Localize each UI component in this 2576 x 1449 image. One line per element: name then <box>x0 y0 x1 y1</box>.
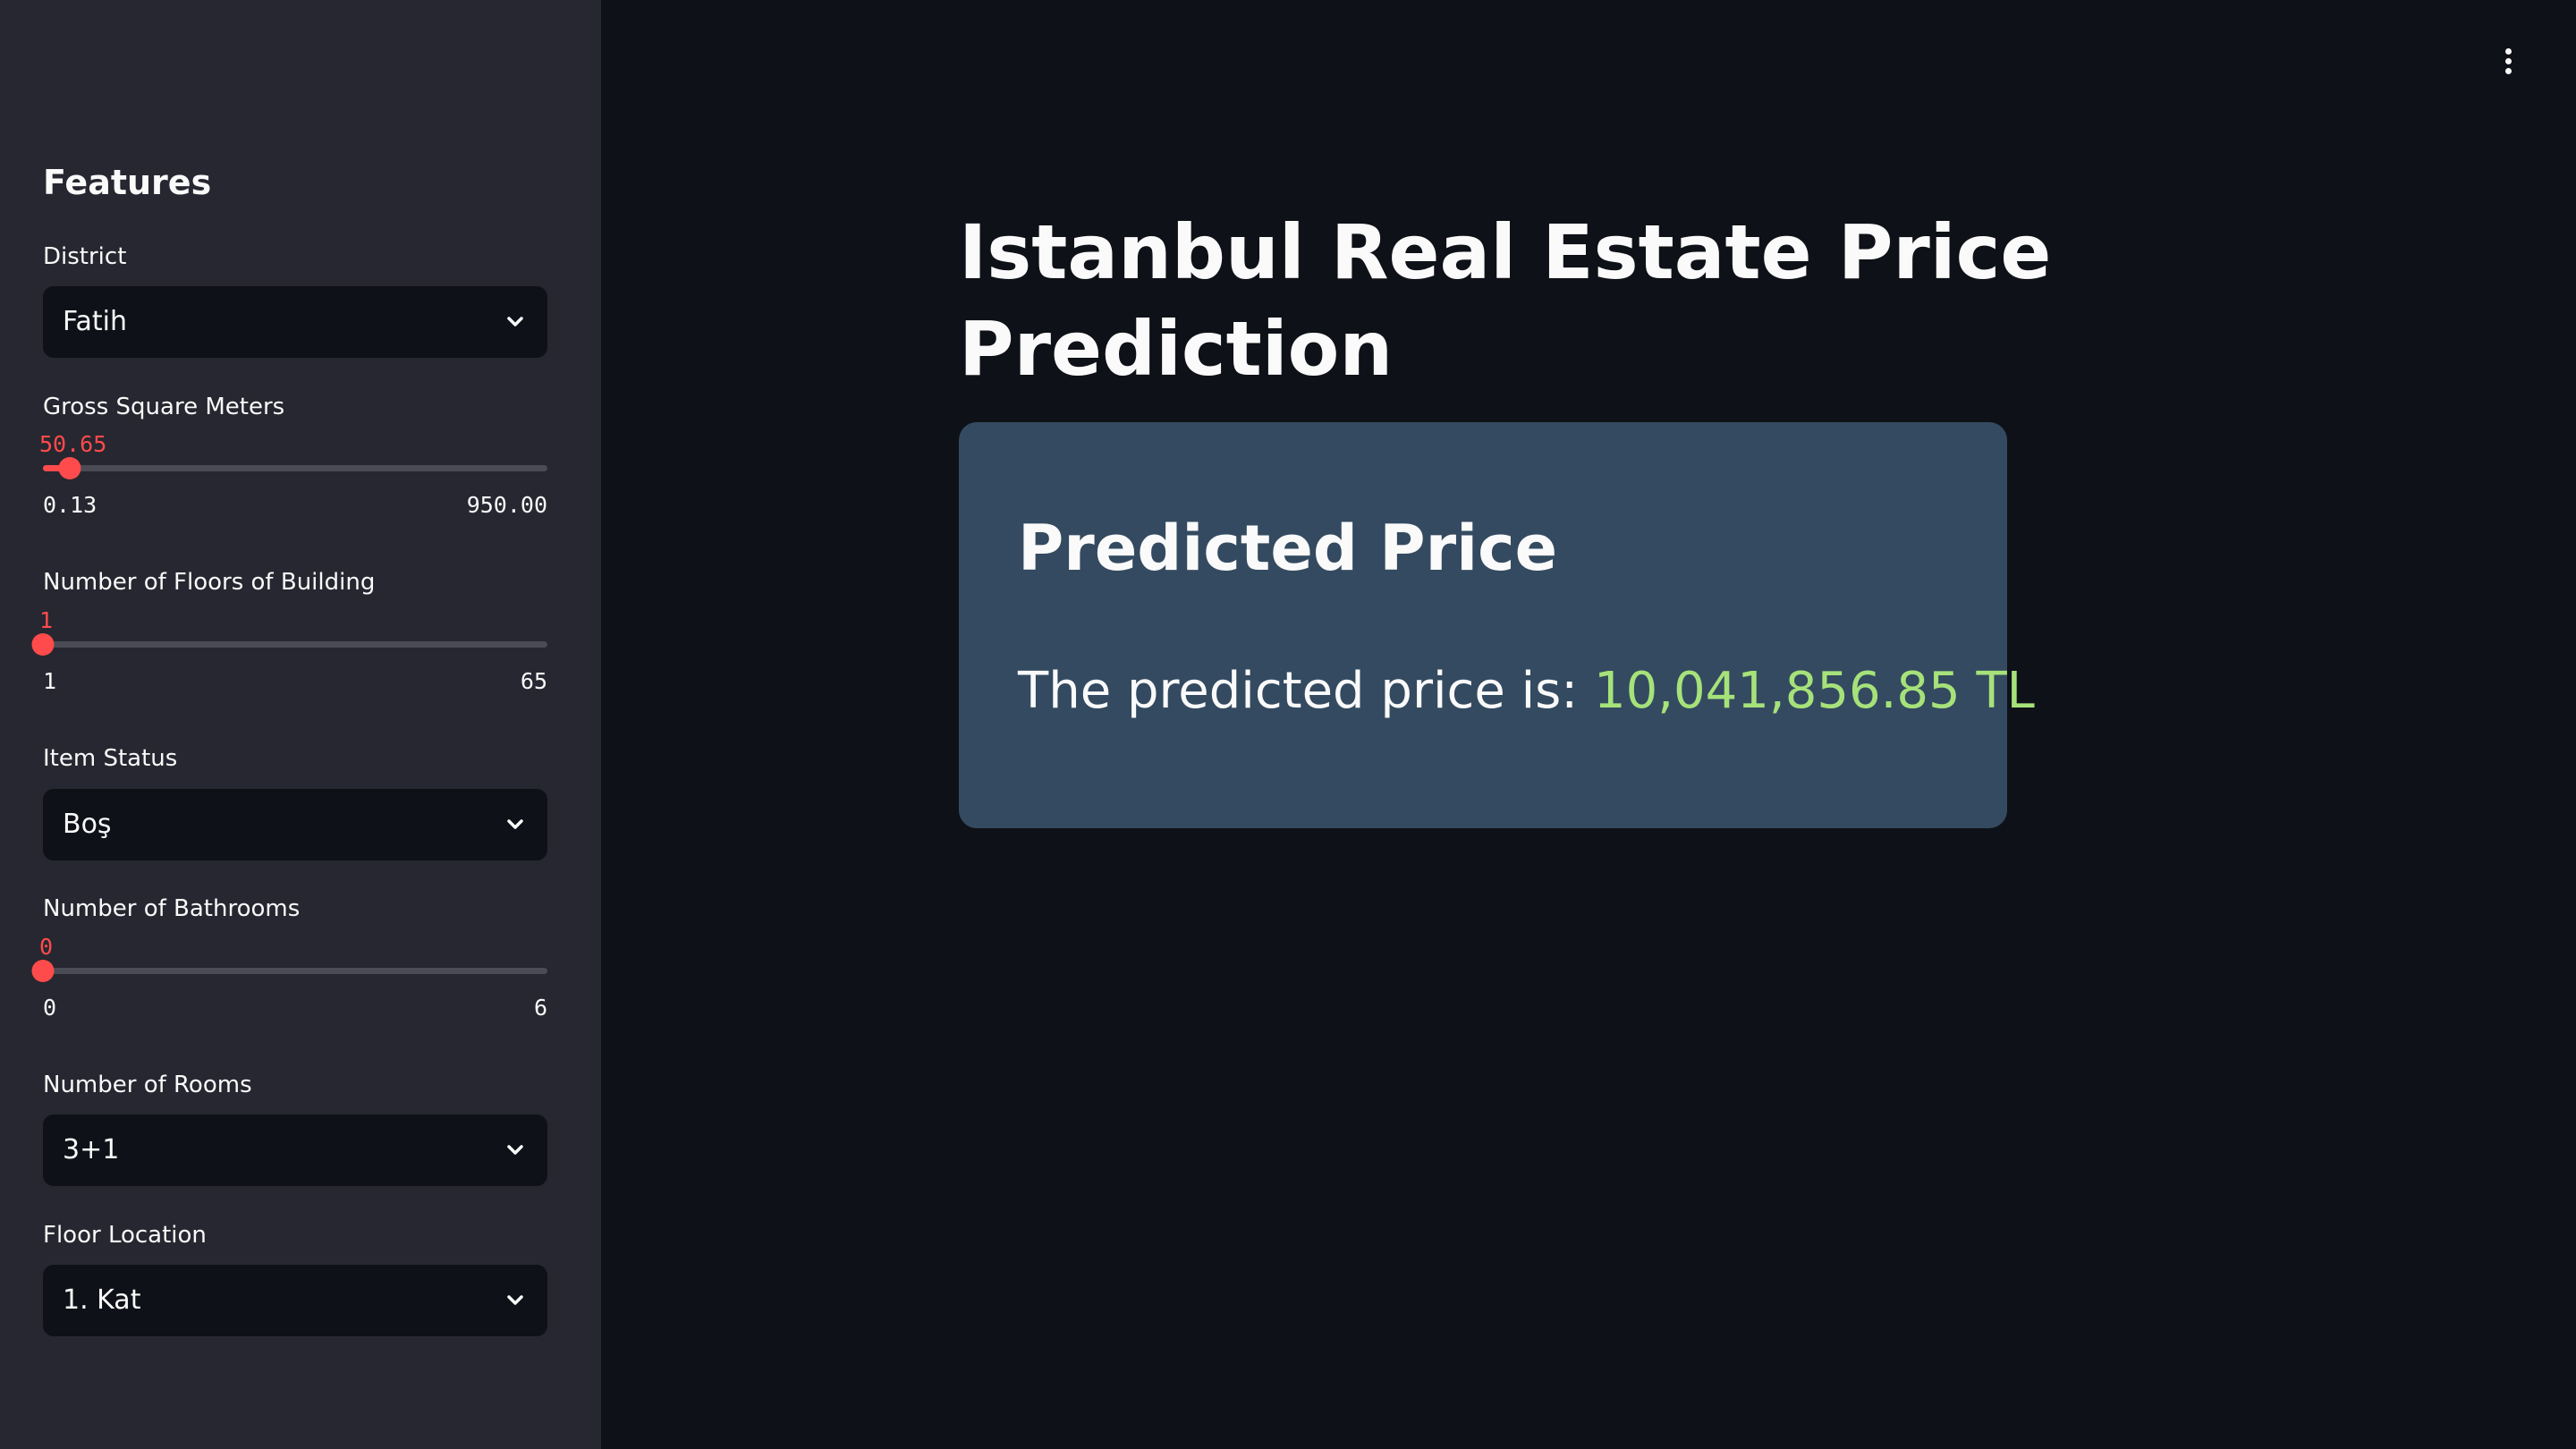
slider-current-value: 50.65 <box>38 431 107 457</box>
slider-min-label: 0 <box>43 995 57 1021</box>
district-select[interactable]: Fatih <box>43 286 547 358</box>
slider-thumb[interactable] <box>58 457 81 479</box>
prediction-prefix: The predicted price is: <box>1018 662 1594 720</box>
slider-min-label: 1 <box>43 668 57 694</box>
slider-max-label: 6 <box>533 995 547 1021</box>
slider-track[interactable] <box>31 633 547 656</box>
prediction-text: The predicted price is: 10,041,856.85 TL <box>1018 662 2035 720</box>
bathrooms-label: Number of Bathrooms <box>43 895 301 922</box>
slider-max-label: 950.00 <box>466 492 547 518</box>
prediction-result-card: Predicted Price The predicted price is: … <box>959 422 2035 828</box>
page-title: Istanbul Real Estate Price Prediction <box>959 208 2052 393</box>
chevron-down-icon <box>507 1295 523 1305</box>
floors-of-building-slider[interactable]: 1 1 65 <box>31 607 547 706</box>
bathrooms-slider[interactable]: 0 0 6 <box>31 934 547 1032</box>
slider-thumb[interactable] <box>31 960 55 982</box>
floors-of-building-label: Number of Floors of Building <box>43 569 376 596</box>
slider-current-value: 1 <box>39 607 54 633</box>
chevron-down-icon <box>507 1145 523 1155</box>
district-select-value: Fatih <box>63 306 127 337</box>
item-status-select[interactable]: Boş <box>43 789 547 860</box>
rooms-select[interactable]: 3+1 <box>43 1114 547 1186</box>
slider-max-label: 65 <box>520 668 547 694</box>
item-status-label: Item Status <box>43 745 178 772</box>
rooms-select-value: 3+1 <box>63 1134 120 1165</box>
slider-track[interactable] <box>31 960 547 982</box>
slider-min-label: 0.13 <box>43 492 97 518</box>
item-status-select-value: Boş <box>63 809 112 840</box>
slider-thumb[interactable] <box>31 633 55 656</box>
chevron-down-icon <box>507 819 523 829</box>
main-menu-button[interactable] <box>2490 41 2526 80</box>
slider-fill <box>43 465 70 471</box>
slider-track[interactable] <box>43 457 547 479</box>
predicted-price-value: 10,041,856.85 TL <box>1593 662 2035 720</box>
floor-location-label: Floor Location <box>43 1222 207 1249</box>
floor-location-select-value: 1. Kat <box>63 1284 141 1316</box>
rooms-label: Number of Rooms <box>43 1072 252 1098</box>
floor-location-select[interactable]: 1. Kat <box>43 1265 547 1336</box>
gross-square-meters-label: Gross Square Meters <box>43 394 285 420</box>
chevron-down-icon <box>507 317 523 326</box>
gross-square-meters-slider[interactable]: 50.65 0.13 950.00 <box>39 431 547 530</box>
slider-current-value: 0 <box>39 934 54 960</box>
district-label: District <box>43 243 127 270</box>
sidebar: Features District Fatih Gross Square Met… <box>0 0 601 1449</box>
prediction-heading: Predicted Price <box>1018 512 1558 585</box>
sidebar-heading: Features <box>43 163 212 202</box>
